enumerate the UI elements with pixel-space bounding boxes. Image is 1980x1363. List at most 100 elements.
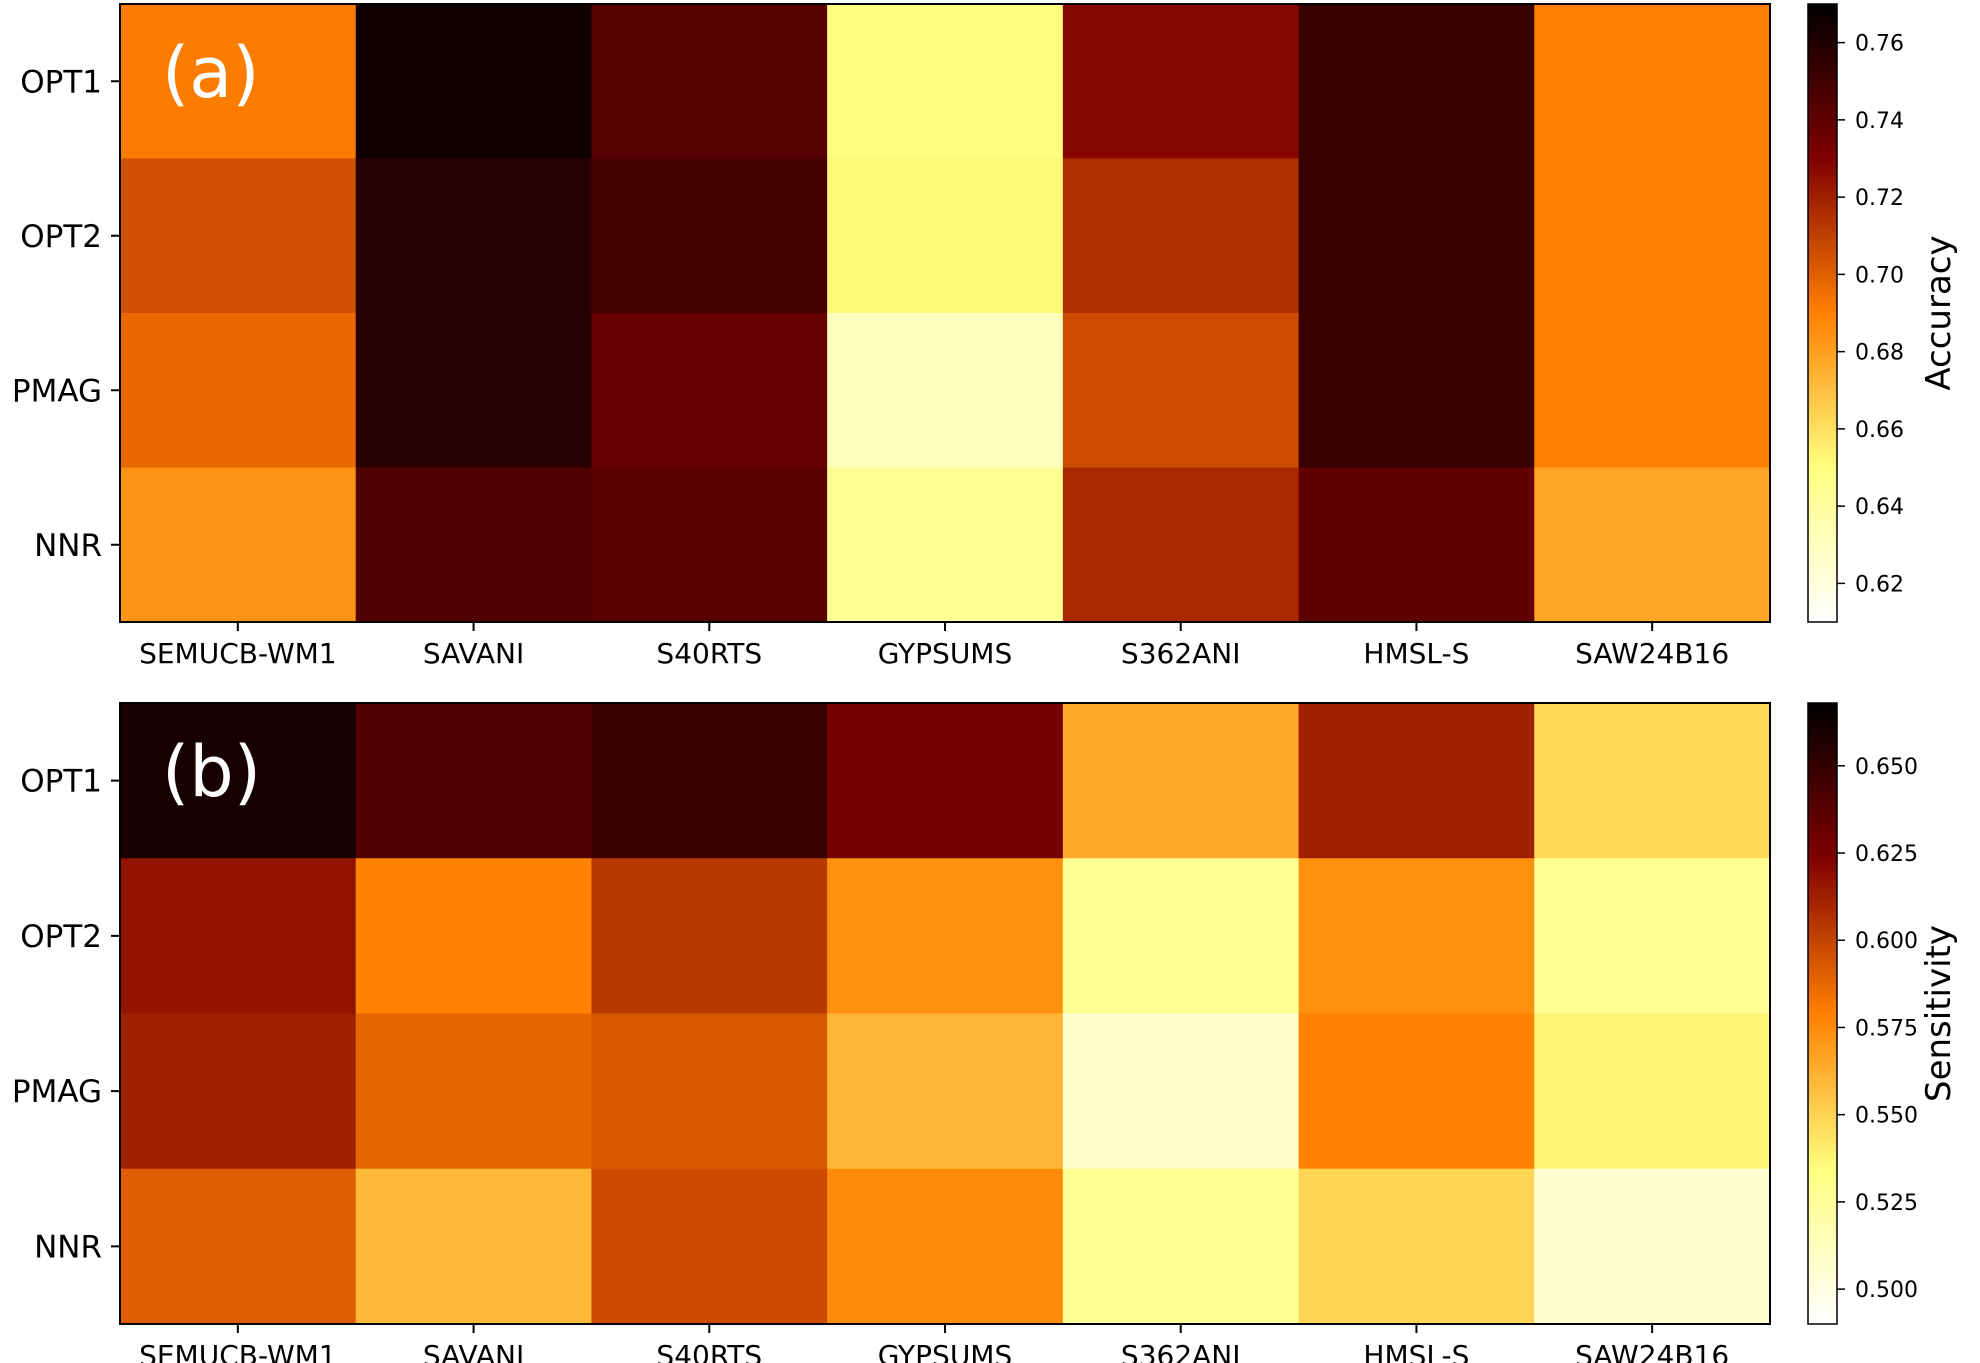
heatmap-cell [591, 4, 828, 160]
heatmap-cell [591, 1013, 828, 1170]
y-tick-label: OPT1 [20, 764, 102, 800]
colorbar-tick-label: 0.650 [1855, 755, 1918, 780]
heatmap-cell [1298, 1168, 1535, 1325]
heatmap-cell [1534, 858, 1771, 1015]
heatmap-cell [1534, 467, 1771, 623]
heatmap-cell [827, 1013, 1064, 1170]
heatmap-cell [1062, 1168, 1300, 1325]
heatmap-cell [827, 858, 1064, 1015]
heatmap-cell [1298, 1013, 1535, 1170]
heatmap-cell [355, 1168, 593, 1325]
colorbar-tick-label: 0.575 [1855, 1016, 1918, 1041]
heatmap-cell [355, 4, 593, 160]
heatmap-cell [1062, 4, 1300, 160]
heatmap-cell [591, 467, 828, 623]
heatmap-cell [120, 1013, 357, 1170]
heatmap-cell [355, 158, 593, 314]
y-tick-label: PMAG [12, 373, 102, 409]
heatmap-cell [827, 158, 1064, 314]
heatmap-cell [120, 858, 357, 1015]
heatmap-cell [1534, 1013, 1771, 1170]
x-tick-label: SAW24B16 [1575, 1339, 1729, 1363]
heatmap-cell [591, 313, 828, 469]
colorbar-tick-label: 0.68 [1855, 341, 1904, 366]
colorbar-tick-label: 0.72 [1855, 186, 1904, 211]
x-tick-label: GYPSUMS [878, 1339, 1013, 1363]
x-tick-label: SAVANI [423, 1339, 524, 1363]
heatmap-cell [1534, 703, 1771, 859]
heatmap-cell [355, 703, 593, 859]
heatmap-cell [827, 1168, 1064, 1325]
heatmap-cell [1534, 158, 1771, 314]
heatmap-cell [827, 703, 1064, 859]
x-tick-label: S362ANI [1121, 1339, 1241, 1363]
heatmap-cell [1298, 858, 1535, 1015]
heatmap-cell [120, 4, 357, 160]
heatmap-cell [1534, 4, 1771, 160]
heatmap-cell [120, 1168, 357, 1325]
heatmap-cell [355, 858, 593, 1015]
heatmap-cell [355, 1013, 593, 1170]
heatmap-cell [591, 158, 828, 314]
colorbar [1807, 702, 1838, 1325]
heatmap-cell [1298, 4, 1535, 160]
x-tick-label: HMSL-S [1363, 1339, 1469, 1363]
x-tick-label: S40RTS [656, 637, 762, 670]
heatmap-cell [1298, 703, 1535, 859]
heatmap-cell [1062, 1013, 1300, 1170]
x-tick-label: SAW24B16 [1575, 637, 1729, 670]
y-tick-label: OPT1 [20, 64, 102, 100]
colorbar-tick-label: 0.76 [1855, 32, 1904, 57]
heatmap-cell [1298, 158, 1535, 314]
heatmap-cell [355, 467, 593, 623]
colorbar-label: Accuracy [1919, 235, 1959, 390]
x-tick-label: S362ANI [1121, 637, 1241, 670]
panel-label: (b) [162, 731, 261, 813]
x-tick-label: HMSL-S [1363, 637, 1469, 670]
x-tick-label: SEMUCB-WM1 [139, 637, 337, 670]
heatmap-cell [120, 313, 357, 469]
heatmap-cell [1062, 313, 1300, 469]
heatmap-cell [591, 703, 828, 859]
heatmap-cell [1534, 1168, 1771, 1325]
panel-label: (a) [162, 32, 260, 114]
colorbar-tick-label: 0.625 [1855, 842, 1918, 867]
colorbar [1807, 3, 1838, 623]
heatmap-cell [591, 858, 828, 1015]
heatmap-cell [591, 1168, 828, 1325]
x-tick-label: SEMUCB-WM1 [139, 1339, 337, 1363]
colorbar-tick-label: 0.525 [1855, 1191, 1918, 1216]
x-tick-label: S40RTS [656, 1339, 762, 1363]
heatmap-cell [1534, 313, 1771, 469]
heatmap-cell [1062, 703, 1300, 859]
heatmap-cell [1298, 313, 1535, 469]
colorbar-tick-label: 0.64 [1855, 495, 1904, 520]
y-tick-label: OPT2 [20, 219, 102, 255]
colorbar-tick-label: 0.600 [1855, 929, 1918, 954]
heatmap-cell [1062, 158, 1300, 314]
heatmap-cell [1298, 467, 1535, 623]
heatmap-panel-a: (a) SEMUCB-WM1 SAVANI S40RTS GYPSUMS S362ANI H… [12, 3, 1959, 670]
heatmap-panel-b: (b) SEMUCB-WM1 SAVANI S40RTS GYPSUMS S362ANI H… [12, 702, 1959, 1363]
y-tick-label: PMAG [12, 1074, 102, 1110]
y-tick-label: NNR [34, 1229, 102, 1265]
heatmap-cell [1062, 858, 1300, 1015]
y-tick-label: OPT2 [20, 919, 102, 955]
x-tick-label: SAVANI [423, 637, 524, 670]
colorbar-tick-label: 0.74 [1855, 109, 1904, 134]
heatmap-cell [827, 4, 1064, 160]
colorbar-tick-label: 0.62 [1855, 572, 1904, 597]
colorbar-label: Sensitivity [1919, 925, 1959, 1102]
heatmap-cell [827, 313, 1064, 469]
colorbar-tick-label: 0.500 [1855, 1278, 1918, 1303]
colorbar-tick-label: 0.550 [1855, 1104, 1918, 1129]
colorbar-tick-label: 0.70 [1855, 263, 1904, 288]
heatmap-cell [1062, 467, 1300, 623]
heatmap-cell [120, 158, 357, 314]
y-tick-label: NNR [34, 528, 102, 564]
colorbar-tick-label: 0.66 [1855, 418, 1904, 443]
x-tick-label: GYPSUMS [878, 637, 1013, 670]
heatmap-cell [120, 467, 357, 623]
heatmap-cell [355, 313, 593, 469]
